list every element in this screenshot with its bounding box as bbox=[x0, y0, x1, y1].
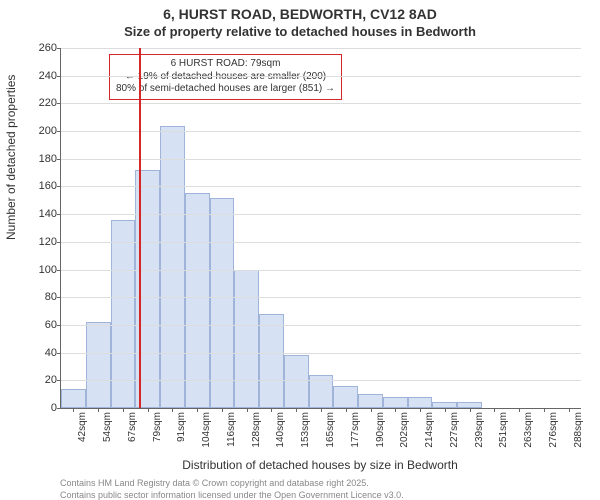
x-tick-mark bbox=[420, 408, 421, 412]
y-tick-mark bbox=[57, 76, 61, 77]
y-tick-label: 60 bbox=[27, 319, 57, 331]
y-tick-label: 180 bbox=[27, 153, 57, 165]
x-tick-mark bbox=[98, 408, 99, 412]
x-tick-label: 165sqm bbox=[325, 412, 336, 448]
x-tick-mark bbox=[544, 408, 545, 412]
x-tick-mark bbox=[148, 408, 149, 412]
x-tick-label: 54sqm bbox=[102, 412, 113, 442]
histogram-bar bbox=[358, 394, 383, 408]
x-tick-mark bbox=[222, 408, 223, 412]
x-tick-mark bbox=[346, 408, 347, 412]
x-tick-mark bbox=[247, 408, 248, 412]
x-tick-label: 42sqm bbox=[77, 412, 88, 442]
y-tick-mark bbox=[57, 186, 61, 187]
x-tick-label: 116sqm bbox=[226, 412, 237, 447]
histogram-bar bbox=[185, 193, 210, 408]
y-tick-label: 0 bbox=[27, 402, 57, 414]
footer-attribution-2: Contains public sector information licen… bbox=[60, 490, 580, 500]
y-tick-mark bbox=[57, 48, 61, 49]
y-tick-label: 200 bbox=[27, 125, 57, 137]
y-tick-label: 240 bbox=[27, 70, 57, 82]
y-tick-label: 260 bbox=[27, 42, 57, 54]
histogram-bar bbox=[160, 126, 185, 408]
y-tick-mark bbox=[57, 103, 61, 104]
x-tick-label: 288sqm bbox=[573, 412, 584, 448]
x-tick-label: 79sqm bbox=[152, 412, 163, 442]
y-tick-label: 140 bbox=[27, 208, 57, 220]
y-tick-mark bbox=[57, 325, 61, 326]
chart-title-sub: Size of property relative to detached ho… bbox=[0, 24, 600, 39]
x-tick-label: 227sqm bbox=[449, 412, 460, 448]
marker-annotation-box: 6 HURST ROAD: 79sqm ← 19% of detached ho… bbox=[109, 54, 342, 100]
x-tick-label: 214sqm bbox=[424, 412, 435, 448]
y-tick-mark bbox=[57, 270, 61, 271]
y-tick-mark bbox=[57, 380, 61, 381]
x-tick-mark bbox=[519, 408, 520, 412]
x-axis-label: Distribution of detached houses by size … bbox=[60, 458, 580, 472]
x-tick-label: 251sqm bbox=[498, 412, 509, 448]
marker-line bbox=[139, 48, 141, 408]
histogram-bar bbox=[333, 386, 358, 408]
x-tick-label: 67sqm bbox=[127, 412, 138, 442]
x-tick-label: 202sqm bbox=[399, 412, 410, 448]
histogram-plot: 6 HURST ROAD: 79sqm ← 19% of detached ho… bbox=[60, 48, 581, 409]
y-tick-label: 80 bbox=[27, 291, 57, 303]
chart-title-main: 6, HURST ROAD, BEDWORTH, CV12 8AD bbox=[0, 6, 600, 22]
x-tick-label: 276sqm bbox=[548, 412, 559, 448]
footer-attribution-1: Contains HM Land Registry data © Crown c… bbox=[60, 478, 580, 488]
y-tick-label: 220 bbox=[27, 97, 57, 109]
y-tick-label: 20 bbox=[27, 374, 57, 386]
y-axis-label: Number of detached properties bbox=[4, 75, 18, 240]
x-tick-label: 190sqm bbox=[375, 412, 386, 448]
x-tick-label: 91sqm bbox=[176, 412, 187, 442]
x-tick-label: 140sqm bbox=[275, 412, 286, 448]
x-tick-label: 104sqm bbox=[201, 412, 212, 448]
x-tick-mark bbox=[73, 408, 74, 412]
x-tick-label: 263sqm bbox=[523, 412, 534, 448]
histogram-bar bbox=[61, 389, 86, 408]
annotation-line-address: 6 HURST ROAD: 79sqm bbox=[116, 58, 335, 71]
x-tick-label: 239sqm bbox=[474, 412, 485, 448]
annotation-line-larger: 80% of semi-detached houses are larger (… bbox=[116, 83, 335, 96]
x-tick-mark bbox=[296, 408, 297, 412]
y-tick-mark bbox=[57, 214, 61, 215]
x-tick-mark bbox=[569, 408, 570, 412]
x-tick-label: 177sqm bbox=[350, 412, 361, 448]
x-tick-mark bbox=[470, 408, 471, 412]
x-tick-mark bbox=[197, 408, 198, 412]
histogram-bar bbox=[383, 397, 408, 408]
y-tick-label: 120 bbox=[27, 236, 57, 248]
y-tick-mark bbox=[57, 297, 61, 298]
x-tick-mark bbox=[321, 408, 322, 412]
y-tick-mark bbox=[57, 353, 61, 354]
y-tick-mark bbox=[57, 242, 61, 243]
x-tick-mark bbox=[395, 408, 396, 412]
y-tick-mark bbox=[57, 131, 61, 132]
histogram-bar bbox=[234, 270, 259, 408]
x-tick-mark bbox=[494, 408, 495, 412]
x-tick-label: 128sqm bbox=[251, 412, 262, 448]
y-tick-mark bbox=[57, 159, 61, 160]
histogram-bar bbox=[259, 314, 284, 408]
histogram-bar bbox=[284, 355, 309, 408]
y-tick-label: 160 bbox=[27, 180, 57, 192]
x-tick-mark bbox=[445, 408, 446, 412]
histogram-bar bbox=[408, 397, 433, 408]
x-tick-label: 153sqm bbox=[300, 412, 311, 448]
x-tick-mark bbox=[123, 408, 124, 412]
y-tick-label: 40 bbox=[27, 347, 57, 359]
y-tick-mark bbox=[57, 408, 61, 409]
histogram-bar bbox=[210, 198, 235, 408]
histogram-bar bbox=[86, 322, 111, 408]
x-tick-mark bbox=[172, 408, 173, 412]
x-tick-mark bbox=[371, 408, 372, 412]
annotation-line-smaller: ← 19% of detached houses are smaller (20… bbox=[116, 71, 335, 84]
x-tick-mark bbox=[271, 408, 272, 412]
y-tick-label: 100 bbox=[27, 264, 57, 276]
